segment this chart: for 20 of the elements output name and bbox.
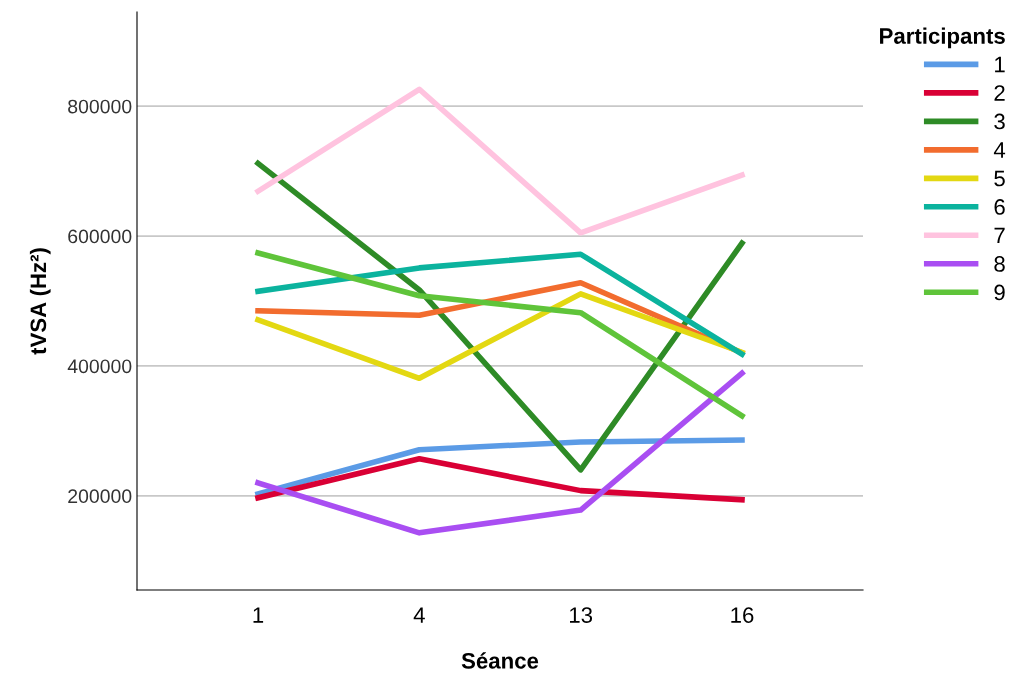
legend-label: 9 bbox=[994, 284, 1005, 301]
legend-label: 6 bbox=[994, 199, 1005, 215]
y-tick-label: 200000 bbox=[68, 489, 132, 504]
x-tick-label: 13 bbox=[570, 607, 593, 623]
legend-title: Participants bbox=[880, 27, 1005, 49]
y-axis-title: tVSA (Hz²) bbox=[29, 248, 51, 355]
legend-label: 5 bbox=[994, 170, 1005, 187]
x-tick-label: 4 bbox=[413, 607, 425, 623]
legend-label: 8 bbox=[994, 256, 1005, 272]
x-tick-label: 1 bbox=[253, 607, 264, 623]
legend-label: 2 bbox=[994, 85, 1005, 101]
y-tick-label: 400000 bbox=[67, 359, 132, 374]
x-tick-label: 16 bbox=[731, 607, 754, 623]
y-tick-label: 800000 bbox=[68, 99, 132, 114]
legend-label: 1 bbox=[995, 56, 1005, 73]
legend-label: 4 bbox=[993, 142, 1006, 158]
legend-label: 3 bbox=[994, 113, 1005, 130]
y-tick-label: 600000 bbox=[68, 229, 132, 244]
x-axis-title: Séance bbox=[461, 652, 539, 669]
legend-label: 7 bbox=[994, 227, 1005, 244]
